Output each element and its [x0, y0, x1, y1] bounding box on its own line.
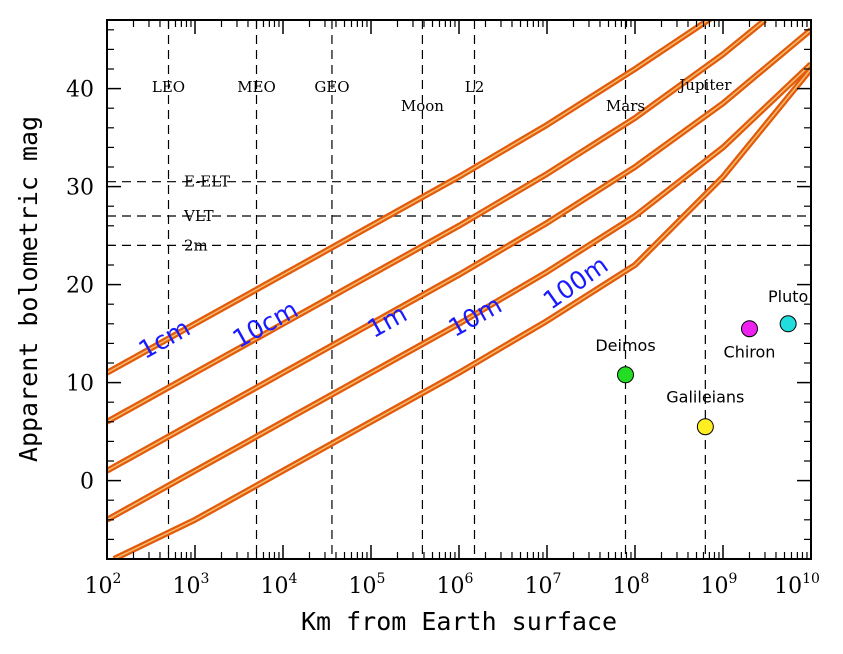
- ref-label-vlt: VLT: [183, 207, 214, 225]
- size-label-10cm: 10cm: [228, 295, 303, 354]
- x-tick-label: 102: [85, 571, 122, 599]
- object-label-chiron: Chiron: [724, 343, 776, 362]
- curve-core-1m: [107, 29, 811, 472]
- ref-label-l2: L2: [465, 78, 485, 96]
- ref-label-leo: LEO: [152, 78, 185, 96]
- x-axis-title: Km from Earth surface: [301, 607, 617, 636]
- curve-core-100m: [113, 68, 811, 559]
- curve-core-10m: [107, 63, 811, 521]
- x-tick-label: 105: [349, 571, 386, 599]
- chart-annotations: LEO MEO GEO Moon L2 Mars Jupiter E-ELT VLT 2m 1cm 1…: [134, 76, 809, 407]
- ref-label-mars: Mars: [606, 97, 645, 115]
- ref-label-jupiter: Jupiter: [677, 76, 732, 94]
- ref-label-e-elt: E-ELT: [184, 173, 230, 191]
- x-tick-label: 109: [701, 571, 738, 599]
- curve-core-10cm: [107, 20, 766, 423]
- y-tick-label: 10: [66, 372, 94, 397]
- ref-label-2m: 2m: [184, 236, 208, 254]
- marker-deimos: [617, 366, 635, 384]
- object-label-galileians: Galileians: [666, 388, 744, 407]
- object-label-pluto: Pluto: [768, 287, 808, 306]
- x-tick-label: 107: [525, 571, 562, 599]
- x-tick-label: 103: [173, 571, 210, 599]
- ref-label-geo: GEO: [314, 78, 349, 96]
- curve-1cm: [107, 20, 714, 376]
- size-label-1cm: 1cm: [134, 313, 195, 365]
- y-tick-label: 0: [80, 470, 94, 495]
- x-tick-label: 104: [261, 571, 298, 599]
- y-tick-label: 30: [66, 176, 94, 201]
- axis-ticks: 102 103 104 105 106 107 108 109 1010 0 10 20 30 40: [66, 20, 820, 599]
- ref-label-meo: MEO: [237, 78, 276, 96]
- x-tick-label: 1010: [774, 571, 820, 599]
- y-tick-label: 40: [66, 78, 94, 103]
- size-curves: [107, 20, 811, 559]
- x-tick-label: 108: [613, 571, 650, 599]
- marker-pluto: [779, 315, 797, 333]
- x-tick-label: 106: [437, 571, 474, 599]
- y-axis-title: Apparent bolometric mag: [14, 116, 43, 462]
- marker-chiron: [740, 320, 758, 338]
- object-markers: [617, 315, 797, 436]
- ref-label-moon: Moon: [401, 97, 444, 115]
- marker-galileians: [696, 418, 714, 436]
- y-tick-label: 20: [66, 274, 94, 299]
- reference-lines: [107, 20, 811, 559]
- object-label-deimos: Deimos: [595, 336, 655, 355]
- curve-core-1cm: [107, 20, 710, 374]
